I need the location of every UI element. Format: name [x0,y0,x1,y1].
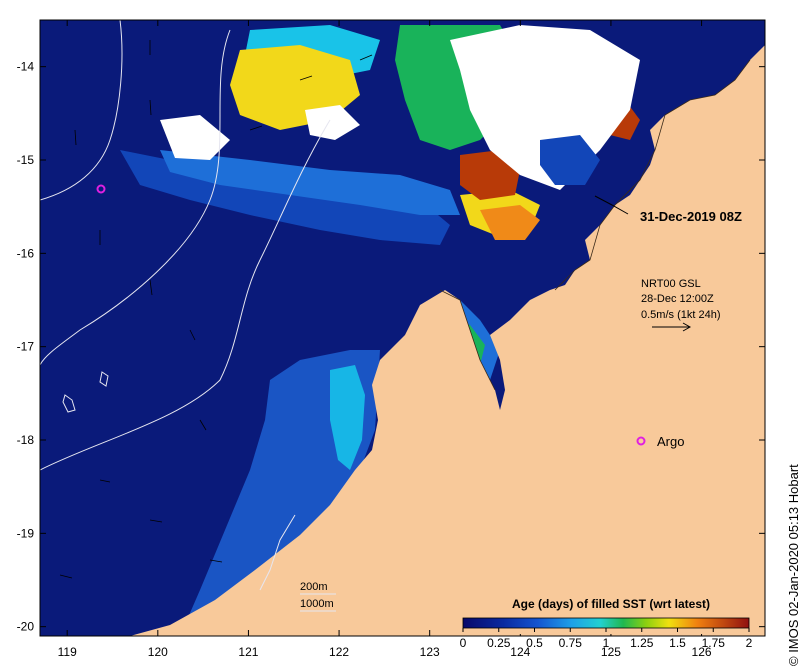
contour-label-200m: 200m [300,581,328,593]
colorbar-gradient [462,617,750,629]
lat-tick-label: -20 [17,620,35,634]
lon-tick-label: 123 [420,645,440,659]
lat-tick-label: -16 [17,246,35,260]
lon-tick-label: 120 [148,645,168,659]
contour-200m-inner [40,119,331,471]
colorbar-ticks: 0 0.25 0.5 0.75 1 1.25 1.5 1.75 2 [460,628,753,650]
argo-label: Argo [657,434,684,449]
lat-axis: -14 -15 -16 -17 -18 -19 -20 [17,60,765,634]
colorbar-tick-label: 1.5 [669,636,686,650]
colorbar-title: Age (days) of filled SST (wrt latest) [512,597,710,611]
lon-tick-label: 126 [692,645,712,659]
sst-band-coast-mid [180,350,380,636]
lon-tick-label: 124 [510,645,530,659]
colorbar-tick-label: 1.75 [702,636,726,650]
lon-tick-label: 121 [238,645,258,659]
colorbar-tick-label: 0.25 [487,636,511,650]
timestamp-leader [594,195,629,215]
argo-legend-marker [636,436,646,446]
contour-label-1000m: 1000m [300,598,334,610]
current-time-label: 28-Dec 12:00Z [641,293,714,305]
current-model-label: NRT00 GSL [641,278,701,290]
colorbar-tick-label: 0 [460,636,467,650]
sst-patch-blue-north [540,135,600,185]
sst-band-north-light [160,150,460,215]
coast-inlet [439,59,751,391]
island-b [99,371,109,387]
contour-200m-outer [40,29,231,366]
colorbar-tick-label: 1.25 [630,636,654,650]
land-australia [130,20,765,636]
timestamp-label: 31-Dec-2019 08Z [640,209,742,224]
current-vectors [59,40,373,579]
lat-tick-label: -15 [17,153,35,167]
sst-patch-nodata [450,25,640,190]
colorbar-tick-label: 1 [603,636,610,650]
argo-float-marker [96,184,106,194]
sst-band-coast-cyan [330,365,365,470]
contour-south [259,514,296,591]
lat-tick-label: -14 [17,60,35,74]
credit-label: © IMOS 02-Jan-2020 05:13 Hobart [786,464,801,666]
sst-patch-nodata-2 [160,115,230,160]
sst-patch-nodata-3 [305,105,360,140]
lon-tick-label: 119 [58,645,77,659]
colorbar-tick-label: 0.75 [559,636,583,650]
island-a [62,394,76,413]
current-scale-arrow [652,322,692,332]
lat-tick-label: -19 [17,526,35,540]
lat-tick-label: -18 [17,433,35,447]
lon-tick-label: 125 [601,645,621,659]
colorbar-tick-label: 0.5 [526,636,543,650]
contour-1000m [40,20,123,201]
plot-frame [39,19,766,637]
lon-tick-label: 122 [329,645,349,659]
colorbar-tick-label: 2 [746,636,753,650]
sst-patch-orange [480,205,540,240]
current-scale-label: 0.5m/s (1kt 24h) [641,309,720,321]
lat-tick-label: -17 [17,340,35,354]
